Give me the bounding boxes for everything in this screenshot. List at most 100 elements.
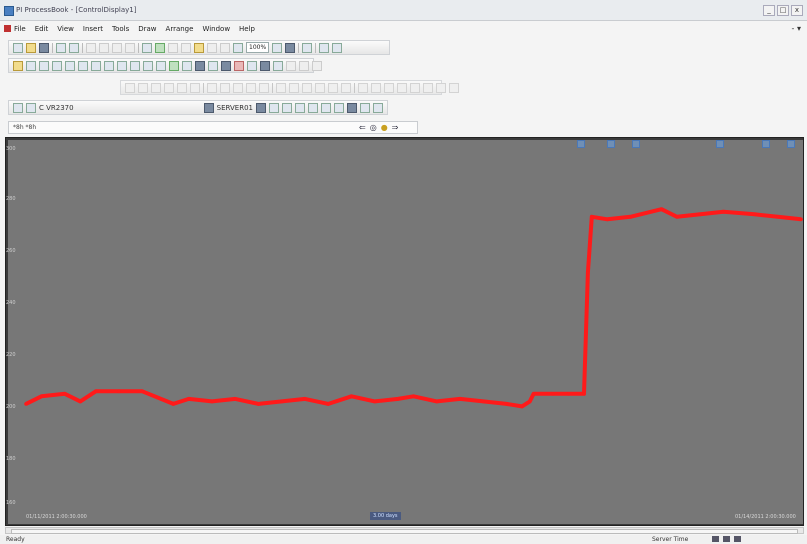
zoom-in-icon[interactable] <box>282 102 292 113</box>
copy-icon[interactable] <box>99 42 109 53</box>
same-height-icon[interactable] <box>220 82 230 93</box>
tag-search-field[interactable]: C VR2370 <box>39 103 74 112</box>
undo-icon[interactable] <box>125 42 135 53</box>
layer-icon[interactable] <box>207 42 217 53</box>
space-down-icon[interactable] <box>259 82 269 93</box>
menu-file[interactable]: File <box>14 25 26 33</box>
ellipse-tool-icon[interactable] <box>78 60 88 71</box>
build-icon[interactable] <box>194 42 204 53</box>
text-tool-icon[interactable] <box>104 60 114 71</box>
close-button[interactable]: x <box>791 5 803 16</box>
annotation-marker[interactable] <box>762 140 770 148</box>
run-icon[interactable] <box>155 42 165 53</box>
control-tool-icon[interactable] <box>221 60 231 71</box>
stop-icon[interactable] <box>168 42 178 53</box>
menu-insert[interactable]: Insert <box>82 25 103 33</box>
print-icon[interactable] <box>56 42 66 53</box>
shadow-icon[interactable] <box>436 82 446 93</box>
shift-back-icon[interactable]: ⇐ <box>359 123 366 132</box>
annotation-marker[interactable] <box>607 140 615 148</box>
menu-help[interactable]: Help <box>239 25 256 33</box>
refresh-icon[interactable] <box>181 42 191 53</box>
maximize-button[interactable]: □ <box>777 5 789 16</box>
annotation-marker[interactable] <box>787 140 795 148</box>
group-tool-icon[interactable] <box>260 60 270 71</box>
annotation-marker[interactable] <box>577 140 585 148</box>
polyline-tool-icon[interactable] <box>39 60 49 71</box>
open-icon[interactable] <box>26 42 36 53</box>
fit-icon[interactable] <box>272 42 283 53</box>
menu-arrange[interactable]: Arrange <box>165 25 194 33</box>
step-icon[interactable] <box>373 102 383 113</box>
align-left-icon[interactable] <box>125 82 135 93</box>
details-tool-icon[interactable] <box>312 60 322 71</box>
line-color-icon[interactable] <box>358 82 368 93</box>
button-tool-icon[interactable] <box>169 60 179 71</box>
bring-front-icon[interactable] <box>276 82 286 93</box>
align-bottom-icon[interactable] <box>190 82 200 93</box>
symbol-tool-icon[interactable] <box>182 60 192 71</box>
paste-icon[interactable] <box>112 42 122 53</box>
vba-icon[interactable] <box>285 42 296 53</box>
menu-window[interactable]: Window <box>202 25 231 33</box>
align-middle-icon[interactable] <box>177 82 187 93</box>
horizontal-scrollbar[interactable] <box>5 527 804 534</box>
trend-plot[interactable] <box>8 140 803 524</box>
trend-tool-icon[interactable] <box>130 60 140 71</box>
bar-tool-icon[interactable] <box>143 60 153 71</box>
rounded-rect-tool-icon[interactable] <box>65 60 75 71</box>
alarm-tool-icon[interactable] <box>234 60 244 71</box>
annotation-marker[interactable] <box>632 140 640 148</box>
multistate-tool-icon[interactable] <box>247 60 257 71</box>
scale-icon[interactable] <box>321 102 331 113</box>
same-width-icon[interactable] <box>207 82 217 93</box>
align-right-icon[interactable] <box>151 82 161 93</box>
shift-forward-icon[interactable]: ⇒ <box>391 123 399 132</box>
linked-display-icon[interactable] <box>299 60 309 71</box>
align-top-icon[interactable] <box>164 82 174 93</box>
help-icon[interactable] <box>319 42 330 53</box>
grid-icon[interactable] <box>220 42 230 53</box>
rectangle-tool-icon[interactable] <box>52 60 62 71</box>
same-size-icon[interactable] <box>233 82 243 93</box>
zoom-icon[interactable] <box>233 42 243 53</box>
ungroup-icon[interactable] <box>315 82 325 93</box>
arc-tool-icon[interactable] <box>91 60 101 71</box>
sql-tool-icon[interactable] <box>273 60 283 71</box>
server-name[interactable]: SERVER01 <box>216 103 253 112</box>
batch-tool-icon[interactable] <box>208 60 218 71</box>
line-width-icon[interactable] <box>410 82 420 93</box>
image-tool-icon[interactable] <box>195 60 205 71</box>
new-icon[interactable] <box>13 42 23 53</box>
fill-color-icon[interactable] <box>371 82 381 93</box>
back-icon[interactable] <box>256 102 266 113</box>
minimize-button[interactable]: _ <box>763 5 775 16</box>
context-help-icon[interactable] <box>332 42 343 53</box>
align-center-icon[interactable] <box>138 82 148 93</box>
time-range-field[interactable]: *8h *8h <box>13 124 37 131</box>
value-tool-icon[interactable] <box>117 60 127 71</box>
flip-icon[interactable] <box>341 82 351 93</box>
annotation-marker[interactable] <box>716 140 724 148</box>
select-tool-icon[interactable] <box>13 60 23 71</box>
time-now-icon[interactable]: ◎ <box>369 123 377 132</box>
group-icon[interactable] <box>302 82 312 93</box>
menu-edit[interactable]: Edit <box>34 25 49 33</box>
text-color-icon[interactable] <box>384 82 394 93</box>
time-lock-icon[interactable]: ● <box>380 123 388 132</box>
cut-icon[interactable] <box>86 42 96 53</box>
time-range-label[interactable]: 3.00 days <box>370 512 401 520</box>
time-range-icon[interactable] <box>308 102 318 113</box>
send-back-icon[interactable] <box>289 82 299 93</box>
zoom-out-icon[interactable] <box>295 102 305 113</box>
menu-tools[interactable]: Tools <box>111 25 130 33</box>
play-icon[interactable] <box>347 102 357 113</box>
scrollbar-thumb[interactable] <box>11 529 798 534</box>
line-tool-icon[interactable] <box>26 60 36 71</box>
tag-search-icon[interactable] <box>13 102 23 113</box>
rotate-icon[interactable] <box>328 82 338 93</box>
menu-view[interactable]: View <box>57 25 74 33</box>
space-across-icon[interactable] <box>246 82 256 93</box>
menu-draw[interactable]: Draw <box>138 25 157 33</box>
print-preview-icon[interactable] <box>69 42 79 53</box>
